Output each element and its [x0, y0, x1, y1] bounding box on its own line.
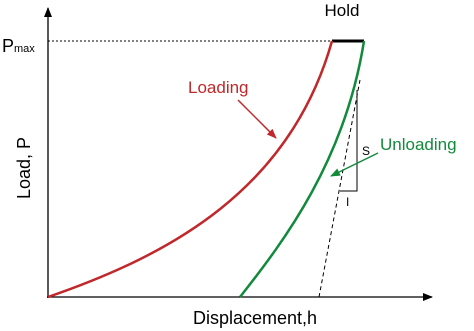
x-axis-label: Displacement,h — [193, 308, 317, 328]
tangent-line — [318, 79, 361, 298]
pmax-label: Pmax — [2, 36, 35, 56]
p-symbol: P — [2, 36, 14, 56]
hold-label: Hold — [325, 1, 360, 20]
loading-arrow — [237, 99, 277, 139]
i-label: I — [346, 195, 349, 209]
unloading-curve — [239, 40, 366, 298]
loading-label: Loading — [188, 78, 249, 97]
unloading-arrow — [330, 152, 379, 177]
unloading-label: Unloading — [380, 135, 457, 154]
max-subscript: max — [14, 43, 35, 55]
loading-curve — [47, 40, 334, 299]
slope-triangle — [340, 90, 358, 192]
y-axis-label: Load, P — [14, 137, 34, 199]
s-label: S — [362, 144, 370, 158]
